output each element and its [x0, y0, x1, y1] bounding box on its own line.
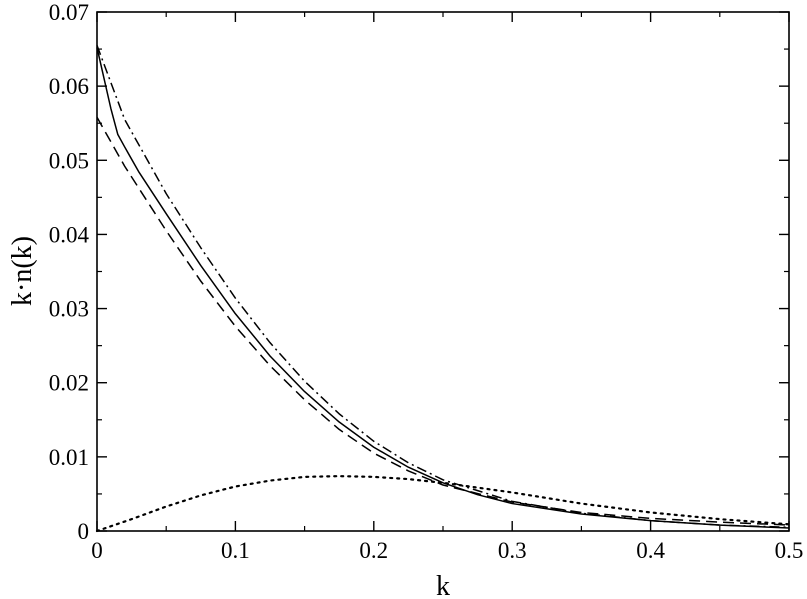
ticks-layer	[96, 11, 790, 532]
y-axis-label: k·n(k)	[7, 236, 38, 306]
y-tick-label: 0.07	[49, 0, 89, 25]
series-line-dotted	[95, 475, 791, 533]
y-tick-label: 0	[78, 519, 90, 544]
series-line-dashdot	[96, 45, 790, 529]
tick-labels-layer: 0 0.1 0.2 0.3 0.4 0.5 0 0.01 0.02 0.03 0.04 0.05 0.0…	[49, 0, 804, 563]
x-tick-label: 0.2	[359, 538, 388, 563]
plot-frame	[96, 11, 790, 532]
y-tick-label: 0.03	[49, 297, 89, 322]
series-layer	[95, 45, 791, 533]
x-tick-label: 0	[91, 538, 103, 563]
y-tick-label: 0.01	[49, 445, 89, 470]
y-tick-label: 0.05	[49, 148, 89, 173]
x-tick-label: 0.4	[636, 538, 665, 563]
x-tick-label: 0.3	[498, 538, 527, 563]
y-tick-label: 0.04	[49, 222, 90, 247]
series-line-solid	[96, 47, 790, 529]
y-tick-label: 0.02	[49, 371, 89, 396]
series-line-dashed	[96, 116, 790, 526]
y-tick-label: 0.06	[49, 74, 89, 99]
x-tick-label: 0.5	[775, 538, 804, 563]
x-axis-label: k	[436, 571, 450, 599]
x-tick-label: 0.1	[221, 538, 250, 563]
